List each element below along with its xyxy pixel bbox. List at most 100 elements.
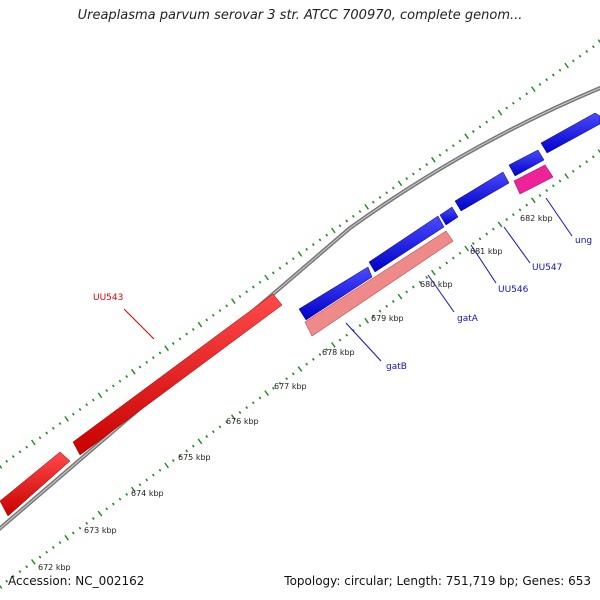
leader-uu547 (503, 226, 531, 264)
inner-ring-major-tick (397, 293, 403, 300)
outer-ring-minor-tick (118, 379, 122, 383)
outer-ring-minor-tick (511, 101, 515, 105)
inner-ring-minor-tick (518, 208, 522, 212)
inner-ring-minor-tick (485, 232, 489, 236)
gene-label-uu543: UU543 (93, 293, 123, 303)
outer-ring-minor-tick (505, 106, 509, 110)
inner-ring-major-tick (531, 197, 536, 204)
tick-label-681: 681 kbp (470, 247, 503, 256)
inner-ring-minor-tick (45, 550, 49, 554)
outer-ring-minor-tick (585, 49, 589, 53)
inner-ring-minor-tick (558, 179, 562, 183)
outer-ring-minor-tick (591, 45, 595, 49)
inner-ring-minor-tick (425, 275, 429, 279)
outer-ring-major-tick (364, 203, 369, 210)
outer-ring-major-tick (397, 180, 403, 187)
outer-ring-minor-tick (578, 54, 582, 58)
outer-ring-minor-tick (271, 271, 275, 275)
outer-ring-minor-tick (71, 412, 75, 416)
inner-ring-minor-tick (171, 459, 175, 463)
outer-ring-minor-tick (145, 360, 149, 364)
inner-ring-minor-tick (51, 545, 55, 549)
inner-ring-minor-tick (105, 507, 109, 511)
leader-uu543 (123, 308, 155, 340)
leader-uu546 (470, 244, 497, 284)
inner-ring-major-tick (97, 510, 103, 517)
inner-ring-minor-tick (305, 362, 309, 366)
outer-ring-minor-tick (191, 327, 195, 331)
outer-ring-minor-tick (51, 426, 55, 430)
tick-label-678: 678 kbp (322, 348, 355, 357)
inner-ring-minor-tick (205, 435, 209, 438)
inner-ring-minor-tick (378, 309, 382, 313)
inner-tick-ring (0, 149, 600, 589)
inner-ring-minor-tick (278, 382, 282, 385)
inner-ring-minor-tick (411, 285, 415, 289)
outer-ring-major-tick (297, 251, 303, 257)
inner-ring-minor-tick (18, 570, 22, 573)
gene-gata (298, 266, 373, 321)
outer-ring-major-tick (97, 392, 103, 399)
inner-ring-minor-tick (418, 280, 422, 284)
outer-ring-major-tick (431, 156, 436, 163)
tick-label-677: 677 kbp (274, 382, 307, 391)
gene-uu543-segment-1 (0, 451, 71, 517)
inner-ring-minor-tick (505, 218, 509, 221)
outer-ring-major-tick (497, 109, 503, 116)
outer-ring-minor-tick (491, 115, 495, 119)
outer-ring-minor-tick (525, 92, 529, 96)
inner-ring-minor-tick (478, 237, 482, 241)
outer-ring-minor-tick (125, 375, 129, 378)
outer-ring-minor-tick (18, 450, 22, 454)
inner-ring-minor-tick (178, 454, 182, 458)
outer-ring-minor-tick (385, 191, 389, 195)
inner-ring-minor-tick (511, 213, 515, 217)
outer-ring-minor-tick (418, 167, 422, 171)
inner-ring-minor-tick (371, 314, 375, 318)
inner-ring-major-tick (597, 149, 600, 154)
outer-ring-major-tick (31, 439, 36, 446)
outer-ring-major-tick (464, 133, 469, 140)
outer-ring-minor-tick (518, 97, 522, 100)
outer-ring-minor-tick (238, 294, 242, 298)
gene-label-gatb: gatB (386, 362, 407, 372)
gene-label-uu547: UU547 (532, 263, 562, 273)
outer-ring-minor-tick (138, 365, 142, 369)
inner-ring-minor-tick (145, 478, 149, 482)
inner-ring-minor-tick (125, 492, 129, 496)
outer-ring-major-tick (331, 227, 336, 234)
inner-ring-minor-tick (285, 377, 289, 381)
gene-gatb-feature (304, 230, 454, 337)
inner-ring-minor-tick (291, 372, 295, 376)
outer-ring-major-tick (597, 39, 600, 44)
inner-ring-minor-tick (311, 357, 315, 361)
outer-ring-minor-tick (105, 389, 109, 393)
inner-ring-minor-tick (11, 574, 15, 578)
inner-ring-major-tick (297, 366, 303, 372)
inner-ring-minor-tick (391, 300, 395, 303)
inner-ring-major-tick (31, 559, 36, 565)
inner-ring-minor-tick (358, 324, 362, 328)
inner-ring-minor-tick (525, 203, 529, 207)
outer-ring-minor-tick (411, 172, 415, 176)
inner-ring-minor-tick (405, 290, 409, 294)
outer-ring-minor-tick (311, 243, 315, 247)
leader-ung (545, 197, 573, 237)
genome-backbone-highlight (0, 87, 600, 530)
inner-ring-major-tick (364, 317, 369, 324)
outer-ring-minor-tick (378, 196, 382, 199)
inner-ring-minor-tick (445, 261, 449, 265)
gene-uu546-b (439, 206, 459, 226)
outer-ring-minor-tick (111, 384, 115, 388)
outer-ring-minor-tick (11, 455, 15, 459)
inner-ring-minor-tick (85, 521, 89, 525)
inner-ring-minor-tick (78, 526, 82, 530)
tick-label-674: 674 kbp (131, 489, 164, 498)
inner-ring-major-tick (0, 584, 3, 589)
outer-ring-major-tick (164, 345, 169, 352)
gene-label-gata: gatA (457, 314, 479, 324)
outer-ring-minor-tick (291, 257, 295, 261)
inner-ring-minor-tick (218, 425, 222, 429)
inner-ring-major-tick (464, 245, 469, 252)
inner-ring-major-tick (331, 342, 336, 348)
